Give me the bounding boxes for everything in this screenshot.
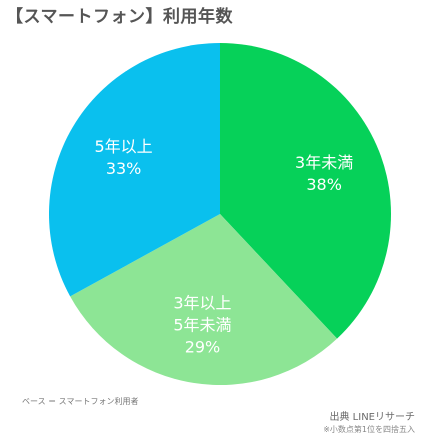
chart-title: 【スマートフォン】利用年数 xyxy=(6,7,233,27)
slice-category-label: 5年未満 xyxy=(173,316,231,335)
slice-category-label: 5年以上 xyxy=(95,137,153,156)
pie-slice-0 xyxy=(220,43,391,339)
pie-labels: 3年未満 38% 3年以上 5年未満 29% 5年以上 33% xyxy=(95,137,354,357)
slice-value-label: 29% xyxy=(185,338,221,357)
slice-category-label: 3年以上 xyxy=(173,294,231,313)
slice-label-0: 3年未満 38% xyxy=(295,153,353,194)
slice-label-1: 3年以上 5年未満 29% xyxy=(173,294,231,357)
base-note: ベース ＝ スマートフォン利用者 xyxy=(22,397,139,406)
slice-value-label: 38% xyxy=(306,175,342,194)
pie-slice-1 xyxy=(70,214,338,386)
slice-label-2: 5年以上 33% xyxy=(95,137,153,178)
source-note: 出典 LINEリサーチ xyxy=(329,412,416,423)
slice-value-label: 33% xyxy=(106,159,142,178)
rounding-note: ※小数点第1位を四捨五入 xyxy=(323,425,415,434)
pie-slices xyxy=(49,43,391,386)
slice-category-label: 3年未満 xyxy=(295,153,353,172)
pie-slice-2 xyxy=(49,43,221,297)
